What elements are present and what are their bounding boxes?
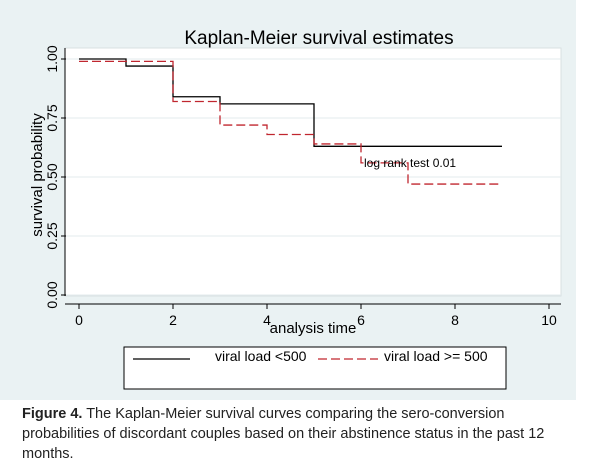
series-line-solid bbox=[79, 58, 502, 147]
legend-box bbox=[123, 346, 507, 390]
legend-label-dashed: viral load >= 500 bbox=[384, 348, 488, 364]
y-axis-title: survival probability bbox=[29, 113, 46, 237]
y-tick-label: 0.00 bbox=[44, 281, 60, 308]
x-tick-label: 10 bbox=[541, 312, 557, 328]
y-tick-label: 0.75 bbox=[44, 104, 60, 131]
series-line-dashed bbox=[79, 60, 502, 185]
x-tick-label: 2 bbox=[169, 312, 177, 328]
plot-area bbox=[64, 47, 562, 297]
logrank-annotation: log rank test 0.01 bbox=[364, 156, 456, 170]
km-chart: Kaplan-Meier survival estimates 0.00 0.25… bbox=[29, 28, 562, 390]
x-tick-label: 4 bbox=[263, 312, 271, 328]
caption-label: Figure 4. bbox=[22, 406, 83, 422]
x-tick-label: 8 bbox=[451, 312, 459, 328]
x-axis-title: analysis time bbox=[270, 320, 357, 337]
gridlines bbox=[65, 58, 561, 296]
x-tick-label: 6 bbox=[357, 312, 365, 328]
axes: 0.00 0.25 0.50 0.75 1.00 0 2 4 6 8 10 bbox=[44, 45, 561, 328]
caption-text: The Kaplan-Meier survival curves compari… bbox=[22, 406, 545, 462]
chart-title: Kaplan-Meier survival estimates bbox=[184, 28, 453, 49]
figure-caption: Figure 4. The Kaplan-Meier survival curv… bbox=[22, 404, 582, 464]
annotations: log rank test 0.01 bbox=[364, 156, 456, 170]
y-tick-label: 0.25 bbox=[44, 222, 60, 249]
y-tick-label: 1.00 bbox=[44, 45, 60, 72]
series-lines bbox=[79, 58, 502, 185]
x-tick-label: 0 bbox=[75, 312, 83, 328]
legend-label-solid: viral load <500 bbox=[215, 348, 307, 364]
y-tick-label: 0.50 bbox=[44, 163, 60, 190]
legend: viral load <500 viral load >= 500 bbox=[123, 346, 507, 390]
